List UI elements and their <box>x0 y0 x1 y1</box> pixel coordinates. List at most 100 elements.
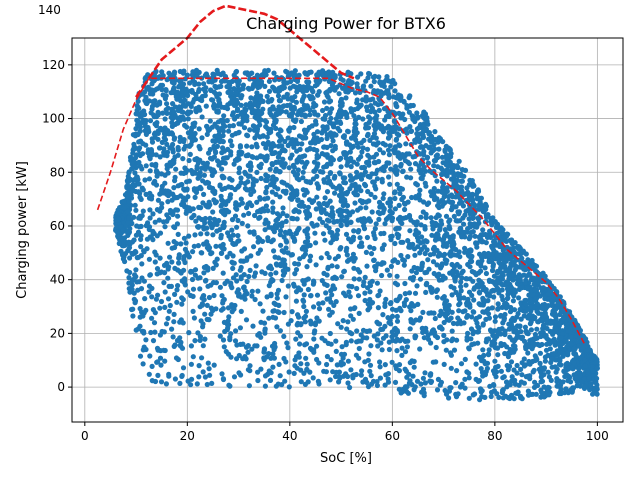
scatter-point <box>126 275 132 281</box>
scatter-point <box>292 271 298 277</box>
scatter-point <box>157 255 163 261</box>
scatter-point <box>383 296 389 302</box>
scatter-point <box>319 278 325 284</box>
scatter-point <box>262 196 268 202</box>
scatter-point <box>206 366 212 372</box>
scatter-point <box>365 357 371 363</box>
scatter-point <box>192 120 198 126</box>
scatter-point <box>449 204 456 210</box>
scatter-point <box>201 270 207 276</box>
scatter-point <box>121 199 127 205</box>
scatter-point <box>482 265 488 271</box>
scatter-point <box>513 328 519 334</box>
scatter-point <box>594 375 600 382</box>
scatter-point <box>284 102 290 109</box>
scatter-point <box>192 81 198 87</box>
scatter-point <box>154 233 160 239</box>
scatter-point <box>284 340 290 346</box>
scatter-point <box>549 298 555 304</box>
scatter-point <box>499 287 505 293</box>
scatter-point <box>444 156 450 163</box>
scatter-point <box>249 154 255 160</box>
scatter-point <box>289 252 295 258</box>
scatter-point <box>492 358 498 364</box>
scatter-point <box>326 306 332 312</box>
scatter-point <box>286 369 292 375</box>
scatter-point <box>494 252 500 258</box>
scatter-point <box>140 347 146 353</box>
scatter-point <box>216 162 222 168</box>
scatter-point <box>550 294 557 300</box>
scatter-point <box>252 343 258 349</box>
scatter-point <box>367 368 373 374</box>
scatter-point <box>165 315 171 321</box>
scatter-point <box>158 82 164 88</box>
scatter-point <box>418 381 424 387</box>
scatter-point <box>421 335 427 341</box>
scatter-point <box>450 199 456 205</box>
scatter-point <box>224 118 230 124</box>
scatter-point <box>404 174 410 180</box>
scatter-point <box>208 251 214 257</box>
scatter-point <box>505 280 511 286</box>
scatter-point <box>121 254 127 260</box>
scatter-point <box>314 181 320 187</box>
scatter-point <box>458 288 464 294</box>
scatter-point <box>449 292 455 298</box>
scatter-point <box>434 262 440 268</box>
scatter-point <box>304 159 310 165</box>
scatter-point <box>476 354 483 360</box>
scatter-point <box>492 318 498 324</box>
scatter-point <box>358 172 364 178</box>
scatter-point <box>202 220 208 226</box>
scatter-point <box>425 160 431 166</box>
scatter-point <box>441 332 447 339</box>
scatter-point <box>442 147 448 153</box>
scatter-point <box>284 91 290 97</box>
scatter-point <box>333 348 339 354</box>
scatter-point <box>498 313 504 319</box>
scatter-point <box>179 301 185 307</box>
scatter-point <box>188 129 194 135</box>
scatter-point <box>278 242 284 248</box>
scatter-point <box>207 215 213 221</box>
scatter-point <box>467 224 473 230</box>
scatter-point <box>466 216 472 222</box>
scatter-point <box>128 195 135 201</box>
scatter-point <box>421 199 427 205</box>
scatter-point <box>334 264 340 270</box>
scatter-point <box>389 306 396 312</box>
scatter-point <box>140 141 146 147</box>
scatter-point <box>132 202 138 208</box>
scatter-point <box>351 113 357 119</box>
scatter-point <box>393 338 399 344</box>
scatter-point <box>414 265 420 271</box>
scatter-point <box>495 301 501 307</box>
scatter-point <box>174 221 180 227</box>
scatter-point <box>169 326 175 332</box>
scatter-point <box>161 146 167 152</box>
scatter-point <box>167 254 173 260</box>
scatter-point <box>337 103 343 109</box>
scatter-point <box>188 88 194 94</box>
scatter-point <box>392 195 398 202</box>
scatter-point <box>217 284 223 290</box>
scatter-point <box>496 326 502 332</box>
scatter-point <box>216 138 223 144</box>
scatter-point <box>361 165 368 171</box>
scatter-point <box>174 287 180 293</box>
scatter-point <box>476 277 482 283</box>
scatter-point <box>386 339 392 345</box>
scatter-point <box>315 112 321 118</box>
scatter-point <box>149 285 155 291</box>
scatter-point <box>311 168 318 174</box>
scatter-point <box>255 239 261 245</box>
scatter-point <box>205 180 212 186</box>
scatter-point <box>251 81 257 87</box>
scatter-point <box>398 252 404 259</box>
scatter-point <box>371 245 377 252</box>
scatter-point <box>328 143 334 149</box>
scatter-point <box>548 377 554 383</box>
scatter-point <box>415 301 421 307</box>
scatter-point <box>345 129 351 135</box>
